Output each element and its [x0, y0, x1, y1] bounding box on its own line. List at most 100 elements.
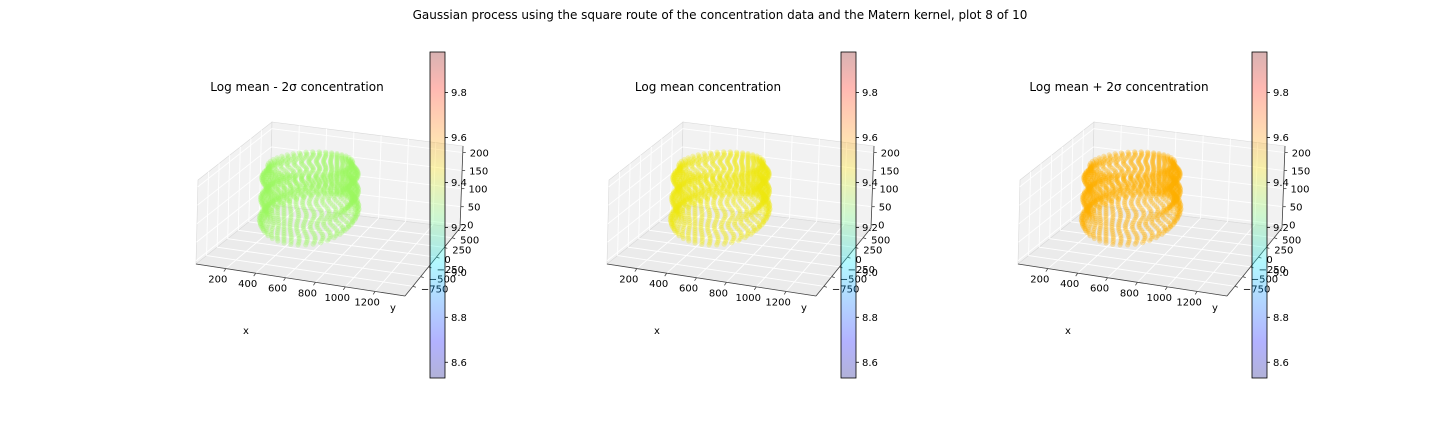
y-tick-label: 0 [444, 255, 450, 266]
data-point [265, 203, 271, 209]
data-point [308, 192, 314, 198]
data-point [275, 169, 281, 175]
data-point [721, 241, 727, 247]
data-point [354, 199, 360, 205]
floor-gridline-y [217, 246, 421, 278]
data-point [343, 167, 349, 173]
data-point [343, 153, 349, 159]
data-point [350, 193, 356, 199]
data-point [266, 160, 272, 166]
data-point [349, 161, 355, 167]
data-point [276, 193, 282, 199]
colorbar-tick-label: 9.6 [862, 133, 878, 144]
data-point [304, 167, 310, 173]
data-point [281, 182, 287, 188]
data-point [724, 173, 730, 179]
data-point [763, 212, 769, 219]
data-point [334, 163, 340, 169]
y-tick [1234, 285, 1238, 288]
data-point [288, 231, 294, 237]
data-point [291, 152, 297, 158]
data-point [316, 205, 322, 211]
data-point [337, 181, 343, 187]
data-point [354, 203, 360, 209]
data-point [1132, 149, 1138, 155]
data-point [352, 195, 358, 201]
data-point [345, 206, 351, 212]
y-tick-label: 250 [863, 245, 882, 256]
data-point [315, 184, 321, 190]
data-point [756, 220, 762, 226]
data-point [328, 176, 334, 182]
data-point [343, 185, 349, 191]
data-point [281, 198, 287, 204]
data-point [309, 229, 315, 235]
data-point [297, 153, 303, 159]
data-point [262, 169, 268, 175]
data-point [287, 193, 293, 199]
data-point [299, 157, 305, 163]
data-point [339, 229, 345, 235]
data-point [288, 233, 294, 239]
data-point [260, 211, 266, 217]
data-point [314, 221, 320, 227]
x-tick-label: 1000 [1147, 293, 1172, 304]
data-point [269, 188, 275, 194]
data-point [266, 168, 272, 174]
data-point [290, 192, 296, 198]
data-point [274, 174, 280, 180]
x-tick-label: 400 [649, 279, 668, 290]
data-point [306, 198, 312, 204]
data-point [264, 205, 270, 211]
data-point [263, 209, 269, 216]
data-point [271, 178, 277, 184]
data-point [263, 227, 270, 233]
data-point [279, 194, 285, 200]
data-point [349, 195, 355, 201]
colorbar-tick-label: 8.6 [1273, 358, 1289, 369]
data-point [354, 184, 360, 190]
data-point [745, 189, 751, 195]
data-point [321, 218, 327, 224]
x-tick [634, 268, 638, 272]
data-point [340, 226, 346, 232]
data-point [313, 159, 319, 165]
data-point [310, 187, 316, 194]
data-point [331, 189, 337, 195]
data-point [338, 222, 344, 228]
data-point [326, 208, 332, 214]
data-point [763, 195, 770, 201]
data-point [293, 179, 299, 185]
data-point [301, 194, 307, 200]
data-point [297, 168, 303, 174]
data-point [324, 173, 330, 179]
data-point [278, 192, 284, 198]
data-point [1135, 173, 1141, 179]
data-point [349, 170, 355, 176]
data-point [284, 156, 290, 162]
data-point [294, 221, 300, 227]
data-point [313, 179, 319, 185]
data-point [334, 178, 340, 184]
data-point [334, 173, 340, 179]
data-point [317, 180, 323, 186]
data-point [352, 176, 358, 183]
data-point [292, 195, 298, 201]
data-point [283, 191, 289, 197]
data-point [347, 159, 354, 165]
data-point [723, 233, 729, 239]
data-point [287, 218, 293, 224]
colorbar-tick-label: 9.6 [451, 133, 467, 144]
data-point [267, 206, 273, 212]
data-point [275, 211, 281, 217]
data-point [310, 182, 316, 188]
data-point [328, 174, 334, 181]
data-point [272, 171, 278, 177]
data-point [349, 161, 355, 167]
floor-gridline-x [726, 217, 790, 283]
data-point [348, 190, 354, 196]
data-point [264, 175, 270, 181]
x-tick [664, 272, 668, 277]
data-point [345, 156, 352, 162]
data-point [321, 186, 327, 192]
